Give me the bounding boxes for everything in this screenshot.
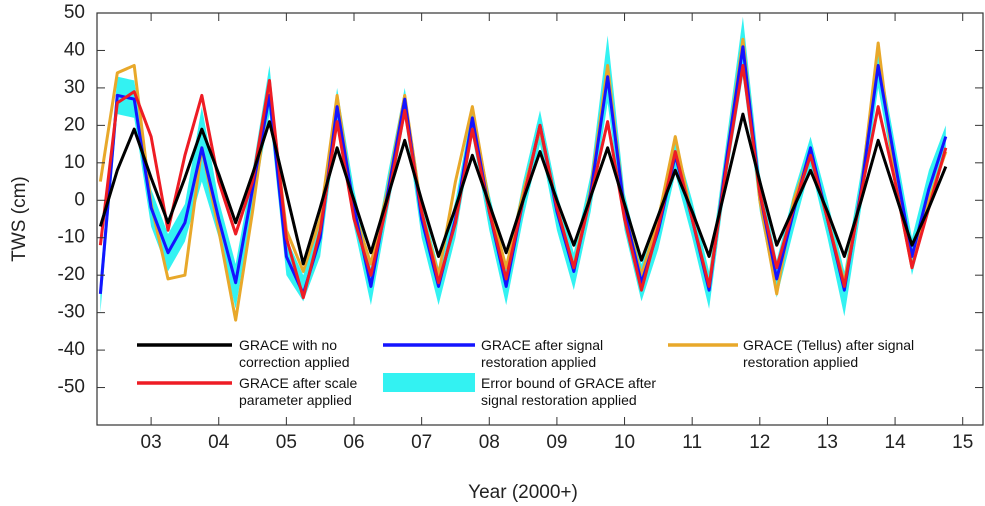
y-tick-label: 0 <box>74 189 85 210</box>
x-tick-label: 11 <box>682 432 702 453</box>
x-tick-label: 06 <box>343 432 364 453</box>
x-tick-label: 04 <box>208 432 230 453</box>
legend-label: GRACE (Tellus) after signal restoration … <box>743 337 915 370</box>
y-tick-label: 40 <box>64 39 85 60</box>
y-tick-label: -40 <box>58 339 85 360</box>
y-tick-label: 10 <box>64 152 85 173</box>
x-tick-label: 12 <box>749 432 770 453</box>
legend-label: GRACE after scale parameter applied <box>239 375 358 408</box>
x-tick-label: 14 <box>885 432 907 453</box>
y-tick-label: 50 <box>64 2 85 23</box>
y-tick-label: -50 <box>58 377 85 398</box>
x-tick-label: 09 <box>546 432 567 453</box>
y-tick-label: -10 <box>58 227 85 248</box>
x-tick-label: 07 <box>411 432 432 453</box>
x-tick-label: 03 <box>141 432 162 453</box>
legend-label: GRACE after signal restoration applied <box>481 337 604 370</box>
y-tick-label: -30 <box>58 302 85 323</box>
y-tick-label: 30 <box>64 77 85 98</box>
y-axis-label: TWS (cm) <box>9 176 30 261</box>
x-tick-label: 08 <box>479 432 500 453</box>
x-tick-label: 05 <box>276 432 297 453</box>
y-tick-label: 20 <box>64 114 85 135</box>
x-tick-label: 15 <box>952 432 973 453</box>
legend-label: GRACE with no correction applied <box>239 337 350 370</box>
series-line <box>98 112 948 266</box>
legend-label: Error bound of GRACE after signal restor… <box>481 375 657 408</box>
x-tick-label: 13 <box>817 432 838 453</box>
x-tick-label: 10 <box>614 432 635 453</box>
plot-frame <box>96 12 984 426</box>
legend-swatch <box>383 373 475 392</box>
x-axis-label: Year (2000+) <box>468 482 578 503</box>
y-tick-label: -20 <box>58 264 85 285</box>
